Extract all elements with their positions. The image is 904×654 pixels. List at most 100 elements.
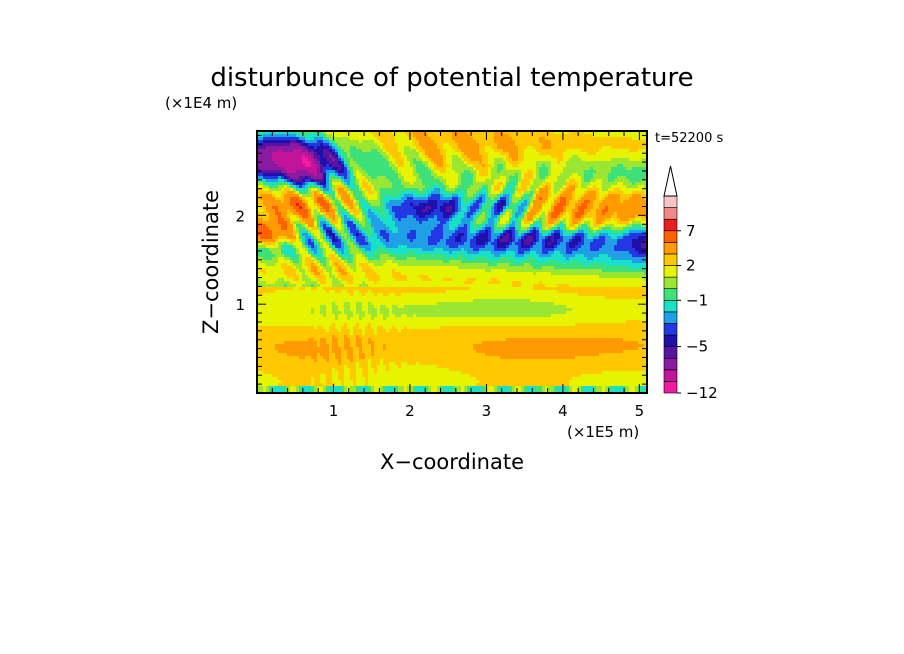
field-cell: [455, 164, 459, 168]
field-cell: [323, 161, 327, 165]
field-cell: [272, 200, 276, 204]
field-cell: [356, 206, 360, 210]
field-cell: [287, 230, 291, 234]
field-cell: [452, 224, 456, 228]
field-cell: [314, 188, 318, 192]
field-cell: [635, 239, 639, 243]
field-cell: [584, 152, 588, 156]
field-cell: [335, 137, 339, 141]
field-cell: [389, 215, 393, 219]
field-cell: [464, 170, 468, 174]
field-cell: [416, 149, 420, 153]
field-cell: [464, 233, 468, 237]
field-cell: [599, 173, 603, 177]
field-cell: [323, 173, 327, 177]
field-cell: [638, 221, 642, 225]
field-cell: [395, 173, 399, 177]
field-cell: [272, 227, 276, 231]
field-cell: [281, 191, 285, 195]
field-cell: [392, 191, 396, 195]
field-cell: [596, 164, 600, 168]
field-cell: [308, 164, 312, 168]
field-cell: [548, 134, 552, 138]
field-cell: [482, 137, 486, 141]
field-cell: [509, 158, 513, 162]
y-unit-label: (×1E4 m): [165, 94, 237, 112]
field-cell: [512, 143, 516, 147]
field-cell: [263, 218, 267, 222]
field-cell: [503, 194, 507, 198]
field-cell: [419, 134, 423, 138]
field-cell: [581, 131, 585, 135]
field-cell: [455, 134, 459, 138]
field-cell: [527, 221, 531, 225]
field-cell: [596, 224, 600, 228]
field-cell: [377, 161, 381, 165]
field-cell: [431, 182, 435, 186]
field-cell: [596, 197, 600, 201]
field-cell: [494, 224, 498, 228]
field-cell: [404, 239, 408, 243]
field-cell: [521, 212, 525, 216]
field-cell: [317, 224, 321, 228]
field-cell: [368, 212, 372, 216]
field-cell: [287, 155, 291, 159]
field-cell: [308, 203, 312, 207]
field-cell: [365, 218, 369, 222]
field-cell: [569, 188, 573, 192]
field-cell: [428, 179, 432, 183]
field-cell: [635, 155, 639, 159]
field-cell: [629, 197, 633, 201]
field-cell: [278, 176, 282, 180]
field-cell: [578, 200, 582, 204]
field-cell: [332, 209, 336, 213]
field-cell: [308, 221, 312, 225]
field-cell: [632, 179, 636, 183]
field-cell: [545, 221, 549, 225]
field-cell: [317, 137, 321, 141]
field-cell: [335, 218, 339, 222]
field-cell: [503, 236, 507, 240]
field-cell: [461, 152, 465, 156]
field-cell: [362, 164, 366, 168]
field-cell: [578, 194, 582, 198]
field-cell: [593, 188, 597, 192]
field-cell: [521, 143, 525, 147]
field-cell: [287, 197, 291, 201]
field-cell: [338, 203, 342, 207]
field-cell: [566, 137, 570, 141]
field-cell: [356, 221, 360, 225]
field-cell: [404, 215, 408, 219]
field-cell: [464, 143, 468, 147]
field-cell: [344, 152, 348, 156]
field-cell: [317, 167, 321, 171]
field-cell: [497, 221, 501, 225]
field-cell: [362, 182, 366, 186]
field-cell: [644, 218, 647, 222]
field-cell: [599, 185, 603, 189]
field-cell: [560, 221, 564, 225]
field-cell: [416, 161, 420, 165]
field-cell: [329, 140, 333, 144]
field-cell: [440, 239, 444, 243]
field-cell: [380, 206, 384, 210]
field-cell: [344, 212, 348, 216]
field-cell: [527, 176, 531, 180]
field-cell: [413, 173, 417, 177]
field-cell: [554, 230, 558, 234]
field-cell: [350, 134, 354, 138]
field-cell: [614, 209, 618, 213]
field-cell: [566, 176, 570, 180]
field-cell: [329, 134, 333, 138]
field-cell: [485, 155, 489, 159]
field-cell: [347, 215, 351, 219]
field-cell: [350, 179, 354, 183]
field-cell: [506, 149, 510, 153]
field-cell: [560, 143, 564, 147]
field-cell: [503, 209, 507, 213]
field-cell: [344, 200, 348, 204]
field-cell: [476, 212, 480, 216]
field-cell: [410, 158, 414, 162]
field-cell: [578, 152, 582, 156]
field-cell: [638, 206, 642, 210]
